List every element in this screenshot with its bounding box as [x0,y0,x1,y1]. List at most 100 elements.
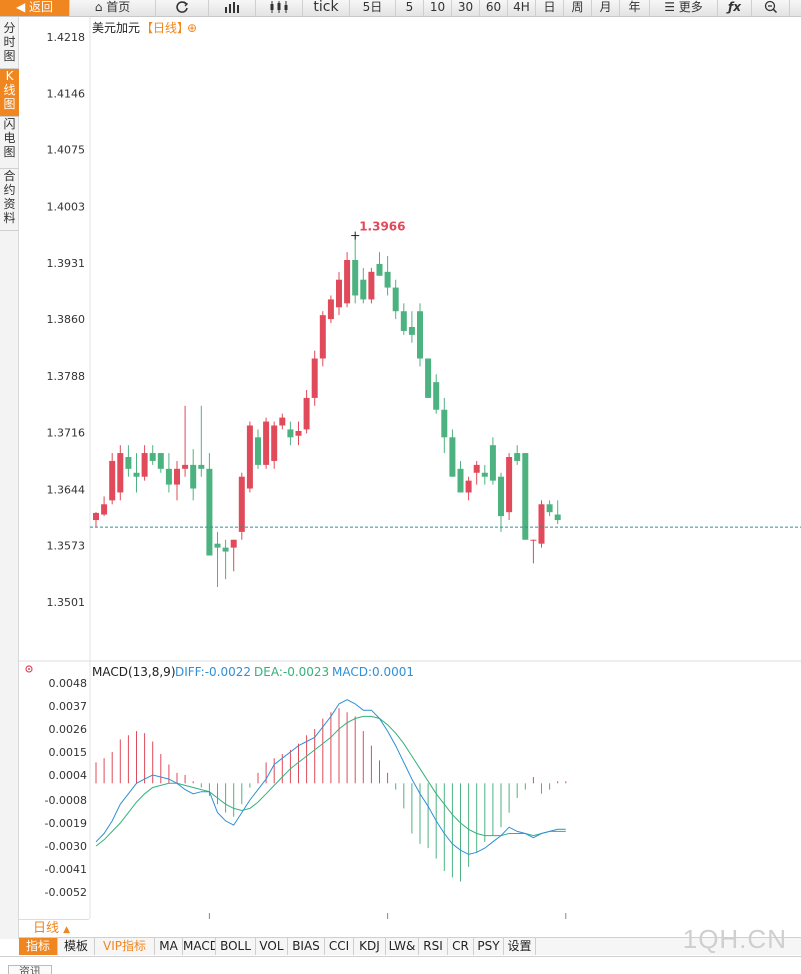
period-day-button[interactable]: 日 [536,0,564,16]
candle-body [255,437,261,465]
period-year-button[interactable]: 年 [620,0,650,16]
candle-body [473,464,480,473]
formula-button[interactable]: ƒx [718,0,752,16]
candle-up [174,460,180,501]
chart-area[interactable]: 1.4218 1.4146 1.4075 1.4003 1.3931 1.3860 1.37… [19,17,801,919]
period-selector-label: 日线 [33,921,60,936]
indicator-tab-5[interactable]: BOLL [216,938,256,955]
indicator-tab-3[interactable]: MA [155,938,183,955]
indicator-tab-10[interactable]: LW& [386,938,419,955]
candle-up [230,539,237,572]
price-tick-label: 1.4218 [47,31,86,44]
period-selector[interactable]: 日线 ▲ [19,919,89,937]
macd-tick-label: 0.0004 [49,769,88,782]
indicator-tab-14[interactable]: 设置 [504,938,536,955]
tab-kline[interactable]: K线图 [0,69,19,117]
candle-body [538,504,545,544]
candle-up [319,311,326,367]
candle-down [190,449,197,501]
indicator-tab-13[interactable]: PSY [474,938,504,955]
candle-up [279,413,286,430]
candle-body [360,279,367,300]
price-tick-label: 1.3573 [47,539,86,552]
candle-down [206,453,213,556]
tab-heyue[interactable]: 合约资料 [0,169,19,231]
indicator-tab-4[interactable]: MACD [183,938,216,955]
candle-down [222,539,229,580]
candle-body [514,453,521,461]
candle-body [319,315,326,359]
add-indicator-icon[interactable]: ⊕ [187,21,197,35]
back-button[interactable]: ◀ 返回 [0,0,70,16]
indicator-tab-2[interactable]: VIP指标 [95,938,155,955]
candle-body [352,260,359,296]
candle-body [327,299,334,320]
candle-up [311,350,318,406]
candle-up [295,421,302,446]
candle-body [101,504,108,515]
max-price-marker: 1.3966 [351,220,406,240]
period-5d-button[interactable]: 5日 [350,0,396,16]
refresh-button[interactable] [156,0,209,16]
candle-down [133,453,140,493]
candle-body [311,358,318,398]
more-button[interactable]: ☰ 更多 [650,0,718,16]
indicator-tab-0[interactable]: 指标 [19,938,58,955]
macd-name: MACD(13,8,9) [92,665,176,679]
macd-settings-icon[interactable] [25,665,33,673]
candle-up [101,496,108,517]
period-30min-button[interactable]: 30 [452,0,480,16]
candle-style-button[interactable] [256,0,303,16]
price-tick-label: 1.4003 [47,200,86,213]
candle-down [360,267,367,304]
candle-body [408,326,415,335]
candle-body [230,539,237,548]
candle-up [263,417,270,469]
tab-shandian[interactable]: 闪电图 [0,117,19,169]
candle-down [198,405,205,477]
news-tab[interactable]: 资讯 [8,965,52,974]
period-month-button[interactable]: 月 [592,0,620,16]
dea-line [95,715,566,847]
candle-body [392,287,399,312]
indicator-tab-1[interactable]: 模板 [58,938,95,955]
candle-down [125,445,132,477]
candle-body [417,311,423,359]
period-5min-button[interactable]: 5 [396,0,424,16]
candle-body [117,453,124,493]
indicator-tab-8[interactable]: CCI [325,938,354,955]
diff-line [95,699,566,855]
candle-body [368,271,375,300]
bar-chart-button[interactable] [209,0,256,16]
candle-up [238,472,245,540]
candle-up [344,252,351,308]
period-4h-button[interactable]: 4H [508,0,536,16]
candle-down [400,303,407,335]
candle-down [287,421,294,446]
indicator-tab-7[interactable]: BIAS [288,938,325,955]
indicator-tab-9[interactable]: KDJ [354,938,386,955]
home-button[interactable]: ⌂ 首页 [70,0,156,16]
candle-body [133,472,140,477]
candle-up [303,390,310,434]
indicator-tab-12[interactable]: CR [448,938,474,955]
zoom-out-icon [764,0,777,14]
candle-body [287,429,294,438]
zoom-out-button[interactable] [752,0,790,16]
period-60min-button[interactable]: 60 [480,0,508,16]
candle-down [149,445,156,465]
candle-down [514,445,521,465]
tick-button[interactable]: tick [303,0,350,16]
candle-up [109,453,116,505]
candle-body [546,504,553,513]
left-vertical-tabs: 分时图 K线图 闪电图 合约资料 [0,17,19,939]
tab-fenshi[interactable]: 分时图 [0,21,19,69]
period-week-button[interactable]: 周 [564,0,592,16]
candle-body [384,271,391,288]
home-label: 首页 [106,0,131,14]
candle-up [141,445,148,481]
period-10min-button[interactable]: 10 [424,0,452,16]
indicator-tab-6[interactable]: VOL [256,938,288,955]
indicator-tab-11[interactable]: RSI [419,938,448,955]
tab-shandian-label: 闪电图 [3,117,16,159]
